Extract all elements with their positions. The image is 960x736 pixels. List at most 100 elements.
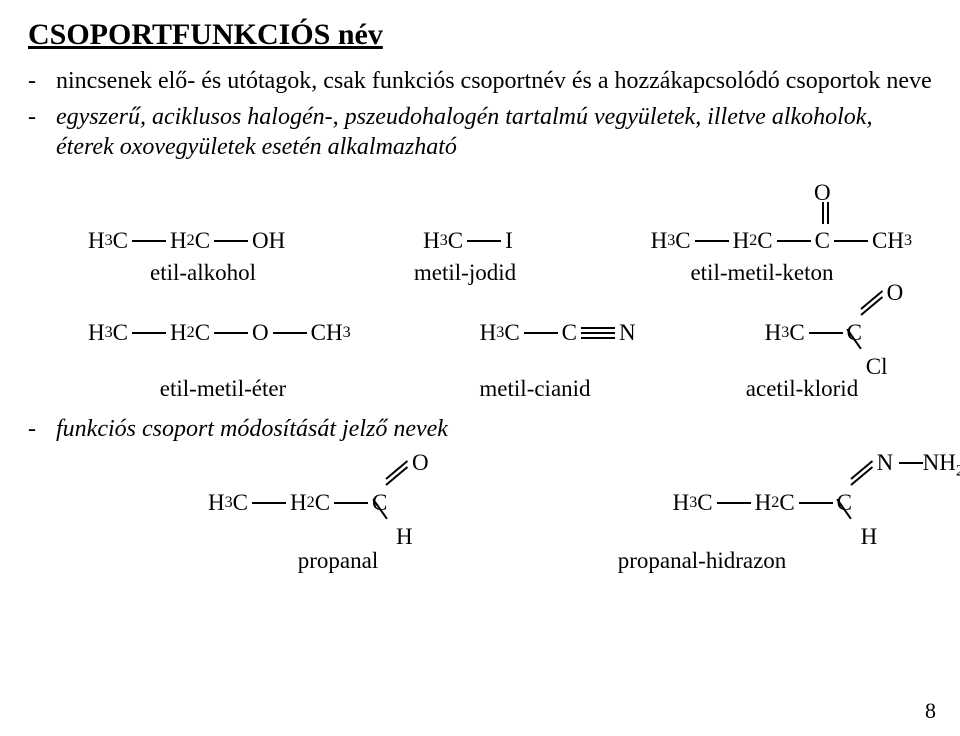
sub-2: 2 — [749, 232, 757, 250]
atom-c: C — [195, 320, 210, 346]
bullet-3: - funkciós csoport módosítását jelző nev… — [28, 414, 932, 444]
mol-metil-cianid: H3C C N — [480, 320, 636, 346]
sub-3: 3 — [667, 232, 675, 250]
sub-3: 3 — [225, 494, 233, 512]
atom-c: C — [113, 320, 128, 346]
label-metil-jodid: metil-jodid — [380, 260, 550, 286]
bond-icon — [252, 502, 286, 504]
bond-icon — [695, 240, 729, 242]
acyl-c: C O Cl — [847, 320, 862, 346]
atom-h: H — [170, 320, 187, 346]
bullet-3-text: funkciós csoport módosítását jelző nevek — [56, 414, 932, 444]
atom-nh2: NH2 — [923, 450, 960, 481]
atom-o: O — [887, 280, 904, 306]
atom-h: H — [290, 490, 307, 516]
atom-h: H — [480, 320, 497, 346]
atom-o: O — [252, 320, 269, 346]
bond-icon — [214, 332, 248, 334]
atom-c: C — [562, 320, 577, 346]
atom-o: O — [412, 450, 429, 476]
bond-icon — [834, 240, 868, 242]
atom-i: I — [505, 228, 513, 254]
bond-icon — [717, 502, 751, 504]
double-bond-icon — [819, 202, 831, 224]
row2-formulas: H3C H2C O CH3 H3C C N H3C C O — [88, 320, 892, 346]
atom-c: C — [815, 228, 830, 253]
page-number: 8 — [925, 698, 936, 724]
sub-3: 3 — [904, 232, 912, 250]
mol-metil-jodid: H3C I — [423, 228, 513, 254]
label-etil-metil-keton: etil-metil-keton — [612, 260, 912, 286]
atom-ch3: CH — [872, 228, 904, 254]
sub-2: 2 — [771, 494, 779, 512]
bullet-dash: - — [28, 66, 56, 96]
sub-3: 3 — [689, 494, 697, 512]
bullet-1: - nincsenek elő- és utótagok, csak funkc… — [28, 66, 932, 96]
sub-3: 3 — [105, 324, 113, 342]
atom-c: C — [195, 228, 210, 254]
atom-h: H — [673, 490, 690, 516]
mol-etil-metil-keton: H3C H2C O C CH3 — [651, 228, 912, 254]
atom-n: N — [619, 320, 636, 346]
bond-icon — [132, 332, 166, 334]
mol-etil-metil-eter: H3C H2C O CH3 — [88, 320, 351, 346]
atom-c: C — [779, 490, 794, 516]
atom-h: H — [861, 524, 878, 550]
imine-c: C N NH2 H — [837, 490, 852, 516]
bullet-dash: - — [28, 414, 56, 444]
sub-2: 2 — [307, 494, 315, 512]
sub-3: 3 — [781, 324, 789, 342]
atom-n: N — [877, 450, 894, 476]
sub-3: 3 — [105, 232, 113, 250]
atom-c: C — [233, 490, 248, 516]
bullet-2-text: egyszerű, aciklusos halogén-, pszeudohal… — [56, 102, 932, 162]
atom-c: C — [789, 320, 804, 346]
mol-acetil-klorid: H3C C O Cl — [765, 320, 892, 346]
bond-icon — [467, 240, 501, 242]
sub-3: 3 — [440, 232, 448, 250]
atom-h: H — [765, 320, 782, 346]
row1-formulas: H3C H2C OH H3C I H3C H2C O C CH3 — [88, 180, 912, 254]
sub-2: 2 — [187, 232, 195, 250]
atom-h: H — [755, 490, 772, 516]
label-metil-cianid: metil-cianid — [435, 376, 635, 402]
bullet-dash: - — [28, 102, 56, 162]
atom-c: C — [448, 228, 463, 254]
bond-icon — [799, 502, 833, 504]
sub-3: 3 — [343, 324, 351, 342]
row3-labels: propanal propanal-hidrazon — [228, 548, 852, 574]
row2-labels: etil-metil-éter metil-cianid acetil-klor… — [88, 376, 892, 402]
atom-ch3: CH — [311, 320, 343, 346]
atom-c: C — [697, 490, 712, 516]
bond-icon — [132, 240, 166, 242]
mol-etil-alkohol: H3C H2C OH — [88, 228, 285, 254]
bond-icon — [524, 332, 558, 334]
bullet-1-text: nincsenek elő- és utótagok, csak funkció… — [56, 66, 932, 96]
sub-2: 2 — [187, 324, 195, 342]
bond-icon — [214, 240, 248, 242]
atom-h: H — [88, 228, 105, 254]
mol-propanal-hidrazon: H3C H2C C N NH2 H — [673, 490, 852, 516]
bond-icon — [777, 240, 811, 242]
atom-h: H — [396, 524, 413, 550]
atom-cl: Cl — [866, 354, 888, 380]
bond-icon — [334, 502, 368, 504]
atom-h: H — [170, 228, 187, 254]
atom-h: H — [88, 320, 105, 346]
atom-h: H — [208, 490, 225, 516]
carbonyl-c: O C — [815, 228, 830, 254]
page-title: CSOPORTFUNKCIÓS név — [28, 18, 932, 52]
atom-h: H — [733, 228, 750, 254]
row1-labels: etil-alkohol metil-jodid etil-metil-keto… — [88, 260, 912, 286]
atom-c: C — [675, 228, 690, 254]
aldehyde-c: C O H — [372, 490, 387, 516]
sub-3: 3 — [496, 324, 504, 342]
label-etil-metil-eter: etil-metil-éter — [88, 376, 358, 402]
atom-h: H — [423, 228, 440, 254]
row3-formulas: H3C H2C C O H H3C H2C C — [208, 450, 852, 516]
label-etil-alkohol: etil-alkohol — [88, 260, 318, 286]
atom-c: C — [757, 228, 772, 254]
atom-c: C — [113, 228, 128, 254]
atom-c: C — [504, 320, 519, 346]
atom-h: H — [651, 228, 668, 254]
